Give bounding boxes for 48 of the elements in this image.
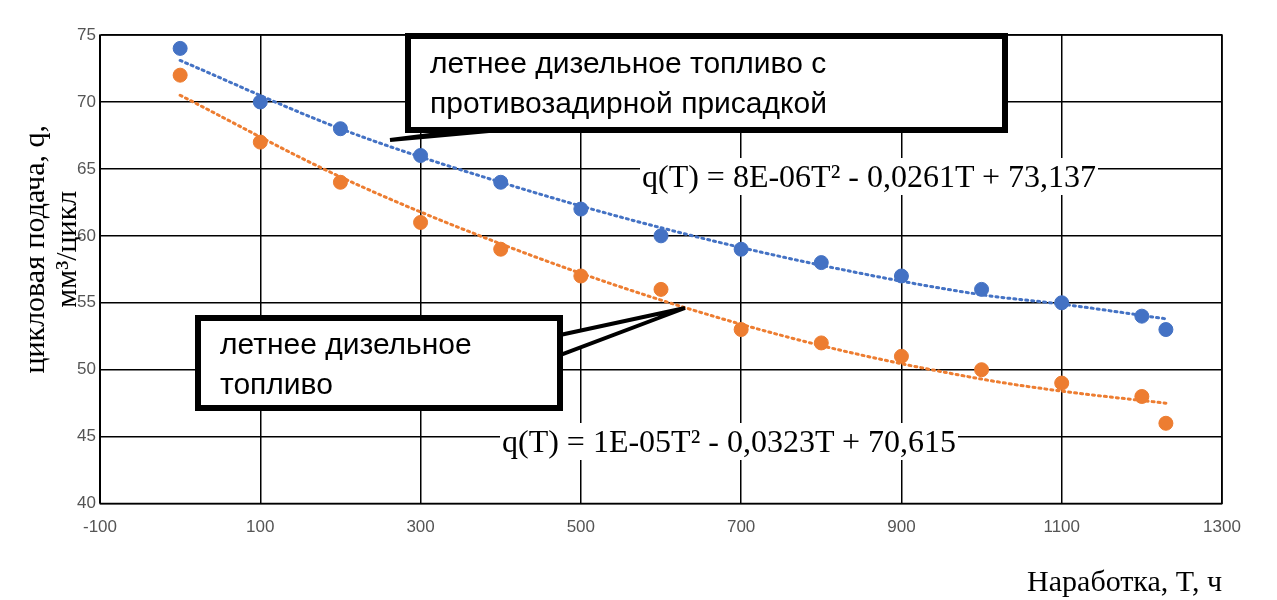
point <box>172 40 188 56</box>
x-tick-label: 100 <box>246 517 275 537</box>
x-tick-label: -100 <box>82 517 118 537</box>
point <box>893 268 909 284</box>
point <box>813 335 829 351</box>
line-series <box>178 93 1168 405</box>
y-tick-label: 70 <box>77 91 96 111</box>
point <box>573 201 589 217</box>
point <box>893 348 909 364</box>
x-tick-label: 900 <box>887 517 916 537</box>
x-axis-title: Наработка, T, ч <box>1027 563 1222 597</box>
annotation: летнее дизельное топливо с противозадирной присадкой <box>430 45 828 121</box>
point <box>974 281 990 297</box>
point <box>733 322 749 338</box>
point <box>733 241 749 257</box>
point <box>252 134 268 150</box>
point <box>653 228 669 244</box>
y-tick-label: 40 <box>77 493 96 513</box>
y-tick-label: 65 <box>77 158 96 178</box>
point <box>493 241 509 257</box>
x-tick-label: 700 <box>726 517 756 537</box>
point <box>1134 388 1150 404</box>
point <box>413 214 429 230</box>
annotation: q(T) = 1E-05T² - 0,0323T + 70,615 <box>500 423 958 460</box>
point <box>1054 295 1070 311</box>
point <box>252 94 268 110</box>
line-series <box>178 58 1168 321</box>
point <box>813 255 829 271</box>
point <box>493 174 509 190</box>
annotation: q(T) = 8E-06T² - 0,0261T + 73,137 <box>640 158 1098 195</box>
point <box>172 67 188 83</box>
point <box>1158 415 1174 431</box>
x-tick-label: 1100 <box>1043 517 1080 537</box>
point <box>573 268 589 284</box>
y-tick-label: 75 <box>77 24 96 44</box>
x-tick-label: 300 <box>406 517 435 537</box>
point <box>1054 375 1070 391</box>
point <box>413 148 429 163</box>
y-tick-label: 45 <box>77 426 96 446</box>
point <box>332 174 348 190</box>
annotation: летнее дизельное топливо <box>220 326 473 402</box>
x-tick-label: 500 <box>566 517 596 537</box>
point <box>653 281 669 297</box>
point <box>332 121 348 137</box>
point <box>1134 308 1150 324</box>
point <box>1158 322 1174 338</box>
point <box>974 362 990 378</box>
x-tick-label: 1300 <box>1203 517 1241 537</box>
